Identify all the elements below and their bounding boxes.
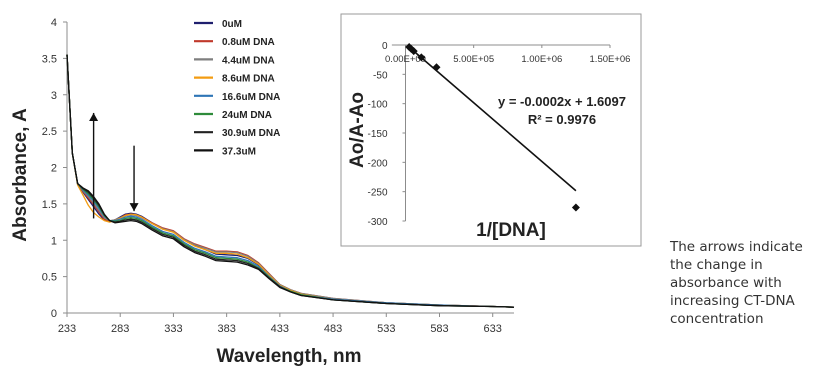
inset-x-tick-label: 1.50E+06 (590, 54, 631, 65)
legend-label-3: 4.4uM DNA (222, 55, 275, 66)
absorbance-series-line-6 (66, 54, 515, 308)
y-tick-label: 1.5 (42, 199, 57, 211)
inset-data-point-5 (432, 63, 441, 72)
legend-label-4: 8.6uM DNA (222, 74, 275, 85)
legend: 0uM 0.8uM DNA 4.4uM DNA 8.6uM DNA 16.6uM DNA… (194, 19, 280, 157)
y-tick-label: 1 (51, 235, 57, 247)
inset-equation: y = -0.0002x + 1.6097 (498, 94, 626, 109)
double-reciprocal-inset: 0 -50 -100 -150 -200 -250 -300 0.00E+00 5.00E+05… (340, 13, 642, 247)
inset-y-tick-label: -100 (367, 100, 387, 111)
legend-label-6: 24uM DNA (222, 110, 272, 121)
inset-axes: 0 -50 -100 -150 -200 -250 -300 0.00E+00 5.00E+05… (367, 41, 630, 228)
inset-y-tick-label: -150 (367, 129, 387, 140)
legend-label-7: 30.9uM DNA (222, 128, 280, 139)
inset-y-tick-label: -250 (367, 188, 387, 199)
x-tick-label: 633 (484, 323, 502, 335)
inset-data-point-6 (571, 203, 580, 212)
inset-r-squared: R² = 0.9976 (528, 112, 596, 127)
absorbance-series-line-4 (66, 54, 515, 308)
y-tick-label: 0.5 (42, 272, 57, 284)
arrow-down-head (129, 203, 139, 212)
main-axes: 0 0.5 1 1.5 2 2.5 3 3.5 4 233 283 333 383 433 483 533 58… (42, 17, 514, 335)
y-tick-label: 2.5 (42, 126, 57, 138)
note-container: The arrows indicate the change in absorb… (660, 230, 813, 370)
x-tick-label: 533 (377, 323, 395, 335)
legend-label-5: 16.6uM DNA (222, 92, 280, 103)
x-tick-label: 283 (111, 323, 129, 335)
inset-y-axis-title: Ao/A-Ao (347, 92, 368, 168)
inset-y-tick-label: -50 (373, 70, 388, 81)
inset-x-tick-label: 0.00E+00 (385, 54, 426, 65)
inset-y-tick-label: -200 (367, 158, 387, 169)
inset-data-point-3 (409, 47, 418, 56)
inset-x-tick-label: 1.00E+06 (521, 54, 562, 65)
legend-label-2: 0.8uM DNA (222, 37, 275, 48)
inset-x-axis-title: 1/[DNA] (476, 220, 546, 241)
inset-frame (340, 13, 642, 247)
inset-plot (405, 43, 580, 212)
x-tick-label: 383 (217, 323, 235, 335)
x-tick-label: 483 (324, 323, 342, 335)
y-tick-label: 0 (51, 308, 57, 320)
arrow-explanation-text: The arrows indicate the change in absorb… (670, 239, 803, 327)
absorbance-series-line-3 (66, 54, 515, 308)
y-tick-label: 3.5 (42, 53, 57, 65)
arrow-up-head (89, 112, 99, 121)
x-tick-label: 583 (430, 323, 448, 335)
change-arrows (89, 112, 139, 219)
absorbance-series-group (66, 54, 515, 308)
x-axis-title: Wavelength, nm (217, 346, 362, 367)
inset-y-tick-label: -300 (367, 217, 387, 228)
y-tick-label: 4 (51, 17, 57, 29)
y-axis-title: Absorbance, A (10, 108, 31, 242)
legend-label-1: 0uM (222, 19, 242, 30)
x-tick-label: 233 (58, 323, 76, 335)
legend-label-8: 37.3uM (222, 146, 256, 157)
inset-x-tick-label: 5.00E+05 (453, 54, 494, 65)
inset-y-tick-label: 0 (382, 41, 388, 52)
x-tick-label: 433 (271, 323, 289, 335)
y-tick-label: 2 (51, 163, 57, 175)
y-tick-label: 3 (51, 90, 57, 102)
absorbance-chart: 0 0.5 1 1.5 2 2.5 3 3.5 4 233 283 333 383 433 483 533 58… (10, 17, 515, 367)
inset-data-point-4 (417, 53, 426, 62)
x-tick-label: 333 (164, 323, 182, 335)
absorbance-series-line-8 (66, 54, 515, 308)
